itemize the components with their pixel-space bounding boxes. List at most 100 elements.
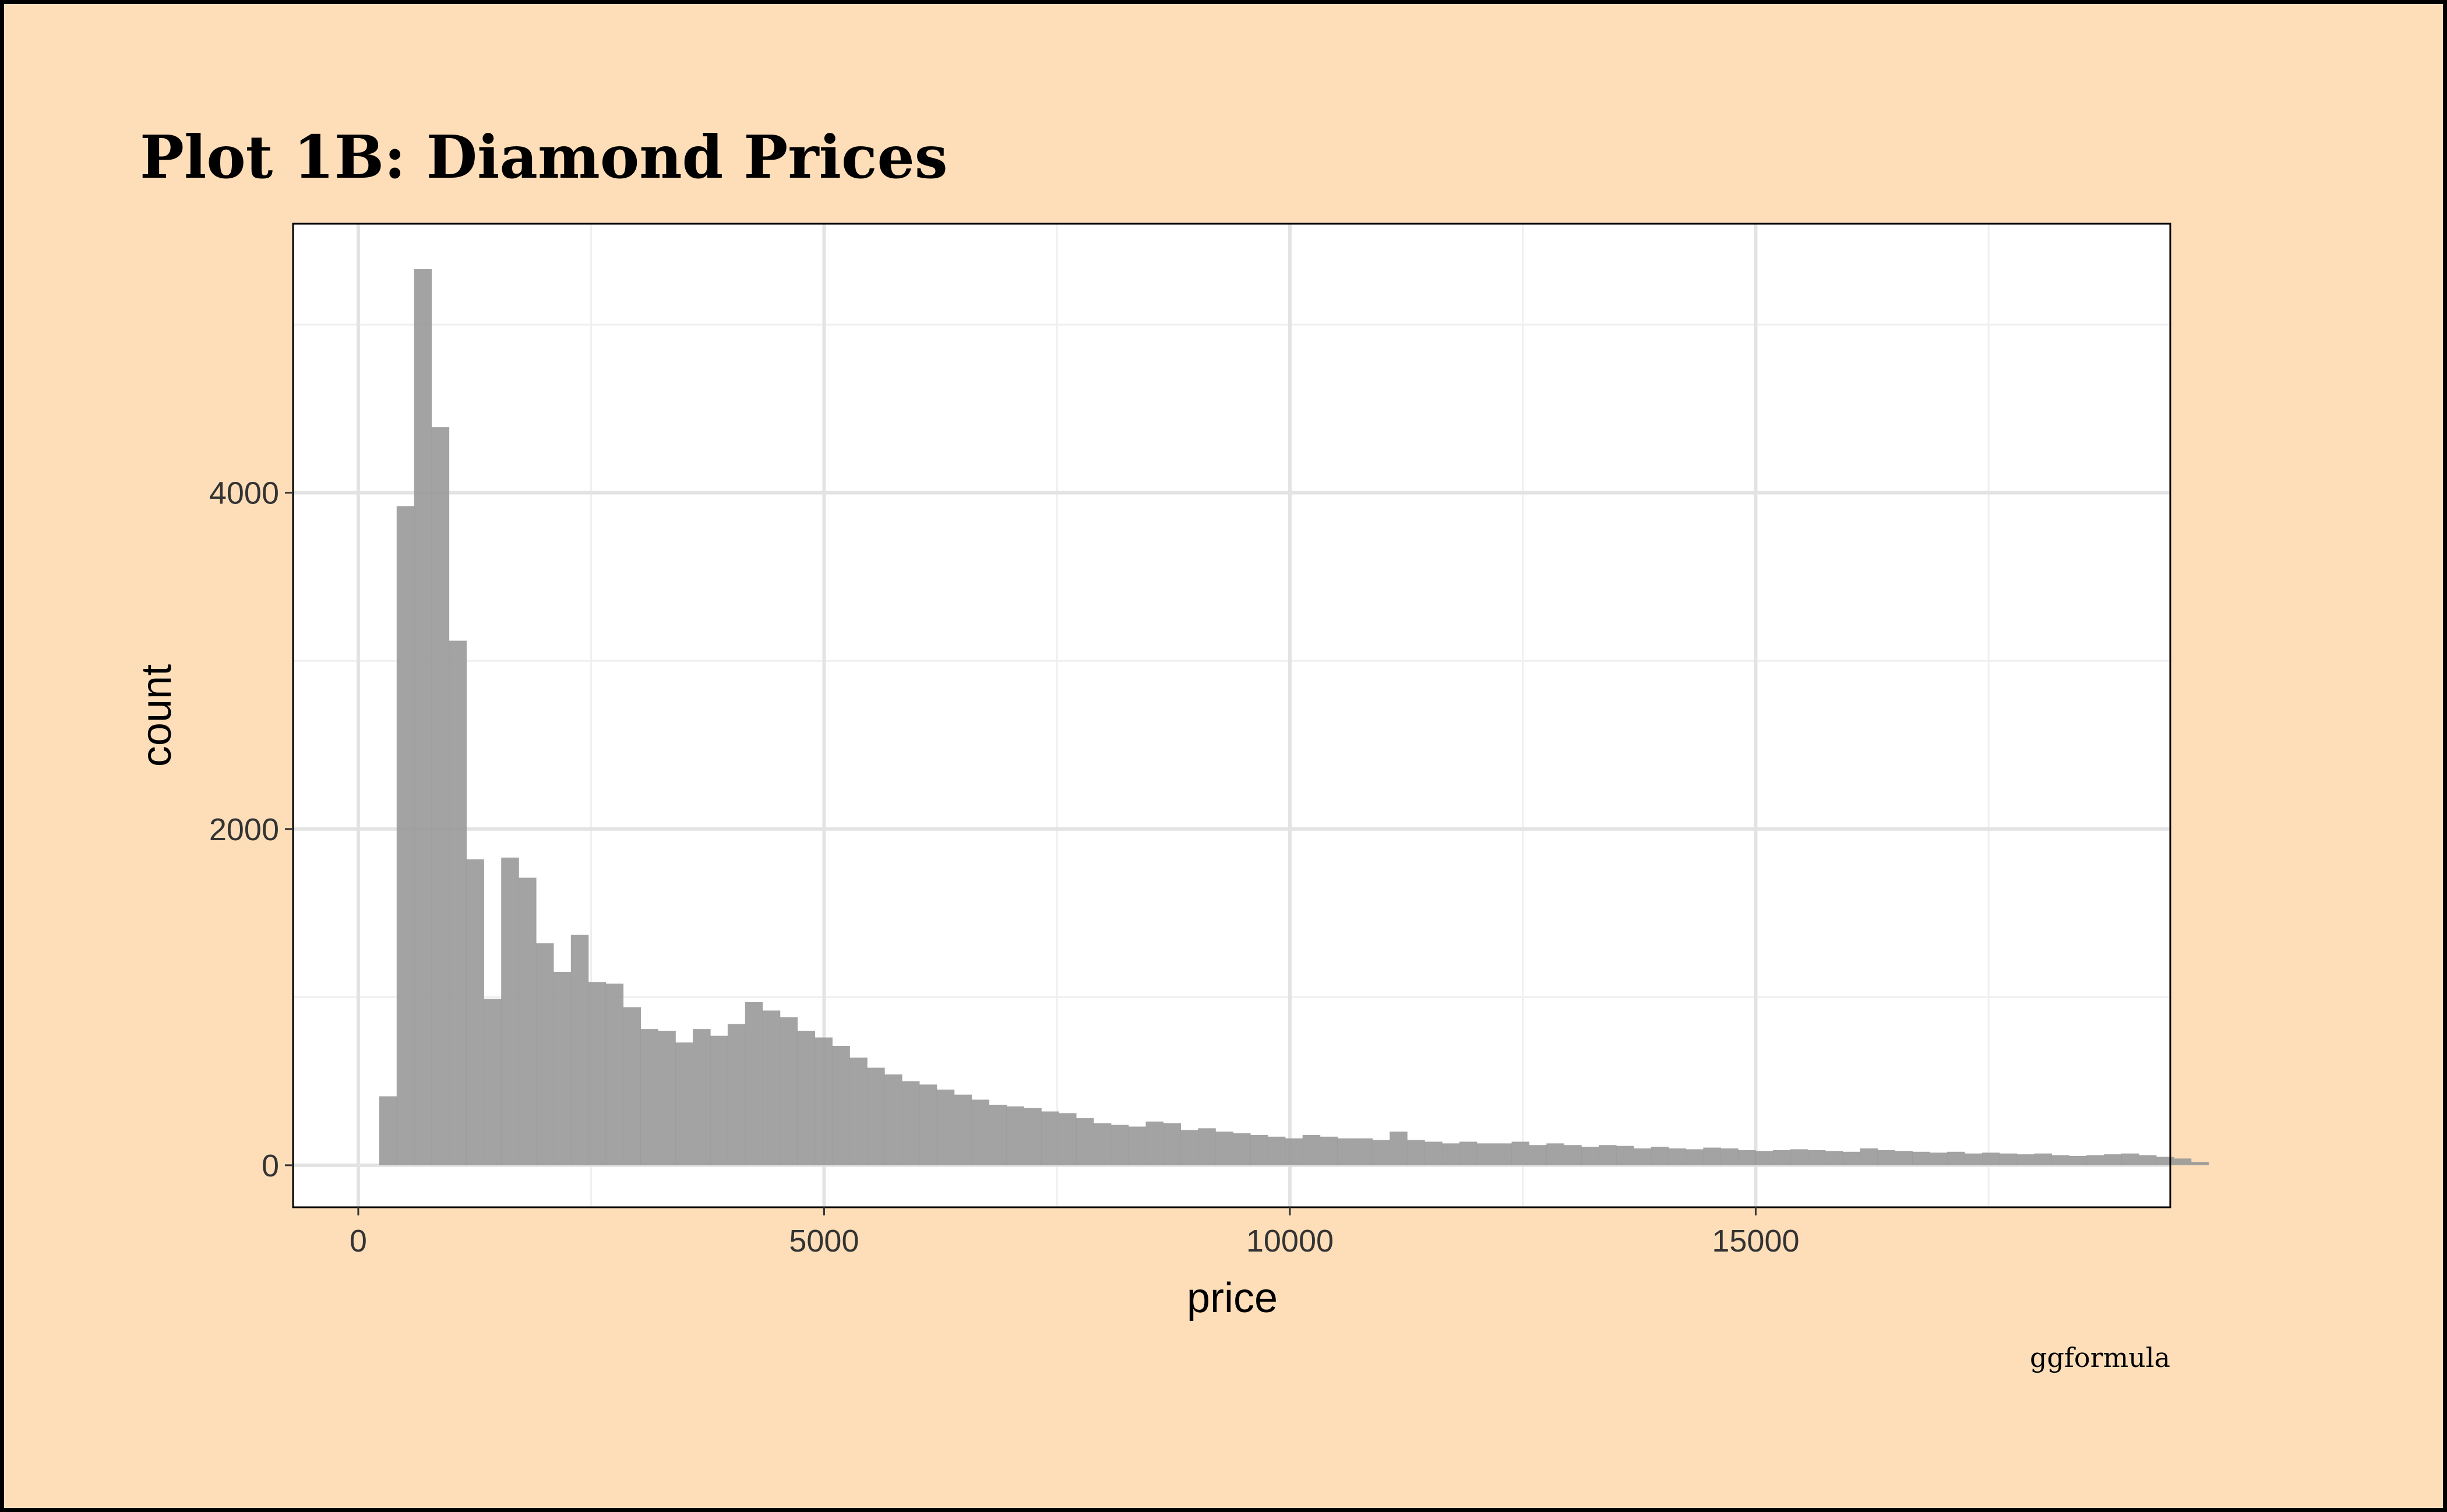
- histogram-bar: [1651, 1147, 1669, 1165]
- histogram-bar: [1041, 1111, 1059, 1165]
- histogram-bar: [1198, 1128, 1216, 1165]
- histogram-bar: [570, 935, 589, 1165]
- histogram-bars: [379, 269, 2209, 1165]
- histogram-bar: [1633, 1148, 1652, 1165]
- histogram-bar: [1930, 1152, 1948, 1165]
- histogram-bar: [1059, 1113, 1077, 1165]
- histogram-bar: [1215, 1132, 1233, 1165]
- histogram-bar: [1476, 1143, 1495, 1165]
- x-tick-label: 0: [350, 1224, 367, 1259]
- histogram-bar: [2034, 1153, 2053, 1165]
- histogram-bar: [2191, 1162, 2209, 1165]
- x-tick-label: 5000: [789, 1224, 859, 1259]
- histogram-bar: [1407, 1140, 1425, 1165]
- histogram-bar: [501, 857, 519, 1165]
- chart-caption: ggformula: [2030, 1342, 2170, 1373]
- histogram-bar: [815, 1037, 833, 1165]
- histogram-bar: [1895, 1151, 1913, 1165]
- histogram-bar: [1302, 1134, 1321, 1165]
- histogram-bar: [1564, 1145, 1582, 1165]
- histogram-bar: [1703, 1147, 1721, 1165]
- histogram-bar: [519, 877, 537, 1165]
- histogram-bar: [797, 1031, 816, 1165]
- histogram-bar: [1459, 1141, 1478, 1165]
- histogram-bar: [1790, 1149, 1808, 1165]
- panel-border: [292, 223, 2171, 1208]
- histogram-bar: [1807, 1150, 1826, 1165]
- histogram-bar: [605, 984, 624, 1165]
- histogram-bar: [1494, 1143, 1512, 1165]
- y-tick-label: 2000: [209, 812, 279, 847]
- histogram-bar: [1093, 1123, 1112, 1165]
- y-tick-label: 4000: [209, 476, 279, 511]
- histogram-bar: [1720, 1148, 1739, 1165]
- histogram-bar: [1285, 1138, 1303, 1165]
- histogram-bar: [2173, 1158, 2192, 1165]
- y-tick-label: 0: [262, 1148, 279, 1183]
- histogram-bar: [1599, 1145, 1617, 1165]
- histogram-bar: [2121, 1153, 2139, 1165]
- histogram-bar: [1912, 1151, 1930, 1165]
- histogram-bar: [2016, 1154, 2035, 1165]
- histogram-bar: [1355, 1138, 1373, 1165]
- histogram-bar: [1981, 1152, 2000, 1165]
- histogram-bar: [1006, 1106, 1024, 1165]
- histogram-bar: [414, 269, 432, 1165]
- chart-title: Plot 1B: Diamond Prices: [140, 122, 948, 192]
- histogram-bar: [1076, 1118, 1094, 1165]
- histogram-bar: [2156, 1157, 2174, 1165]
- histogram-bar: [466, 859, 484, 1165]
- histogram-bar: [1250, 1134, 1268, 1165]
- histogram-bar: [2069, 1155, 2087, 1165]
- histogram-bar: [1320, 1136, 1338, 1165]
- histogram-bar: [1424, 1141, 1443, 1165]
- histogram-bar: [1860, 1148, 1878, 1165]
- histogram-bar: [1616, 1146, 1634, 1165]
- histogram-bar: [1145, 1121, 1164, 1165]
- histogram-bar: [710, 1035, 728, 1165]
- histogram-bar: [1581, 1147, 1599, 1165]
- histogram-bar: [1180, 1130, 1198, 1165]
- histogram-bar: [431, 427, 450, 1165]
- histogram-bar: [884, 1074, 902, 1165]
- histogram-bar: [379, 1096, 397, 1165]
- histogram-bar: [2104, 1154, 2122, 1165]
- histogram-bar: [971, 1099, 990, 1165]
- histogram-bar: [1441, 1143, 1460, 1165]
- x-axis: 0 5000 10000 15000: [350, 1207, 1800, 1259]
- histogram-bar: [623, 1007, 641, 1165]
- histogram-bar: [1163, 1123, 1181, 1165]
- histogram-bar: [762, 1010, 781, 1165]
- histogram-chart: 0 2000 4000 0 5000 10000 15000 Plot 1B: Diamo…: [133, 122, 2209, 1373]
- histogram-bar: [1773, 1150, 1791, 1165]
- histogram-bar: [1825, 1151, 1843, 1165]
- histogram-bar: [989, 1104, 1007, 1165]
- histogram-bar: [1529, 1145, 1547, 1165]
- histogram-bar: [745, 1002, 763, 1165]
- histogram-bar: [1372, 1140, 1390, 1165]
- histogram-bar: [2086, 1155, 2104, 1165]
- histogram-bar: [1842, 1151, 1861, 1165]
- histogram-bar: [1877, 1150, 1895, 1165]
- histogram-bar: [919, 1084, 937, 1165]
- x-tick-label: 15000: [1712, 1224, 1799, 1259]
- histogram-bar: [1511, 1141, 1530, 1165]
- histogram-bar: [1128, 1126, 1147, 1165]
- histogram-bar: [867, 1067, 885, 1165]
- histogram-bar: [1755, 1151, 1773, 1165]
- histogram-bar: [954, 1094, 972, 1165]
- histogram-bar: [1999, 1153, 2018, 1165]
- histogram-bar: [2138, 1155, 2157, 1165]
- histogram-bar: [1668, 1148, 1687, 1165]
- histogram-bar: [727, 1024, 746, 1165]
- histogram-bar: [2051, 1155, 2069, 1165]
- histogram-bar: [1964, 1153, 1983, 1165]
- y-axis: 0 2000 4000: [209, 476, 293, 1183]
- histogram-bar: [675, 1042, 693, 1165]
- histogram-bar: [484, 999, 502, 1165]
- histogram-bar: [658, 1031, 676, 1165]
- x-axis-title: price: [1187, 1275, 1278, 1321]
- histogram-bar: [832, 1045, 850, 1165]
- histogram-bar: [396, 506, 415, 1165]
